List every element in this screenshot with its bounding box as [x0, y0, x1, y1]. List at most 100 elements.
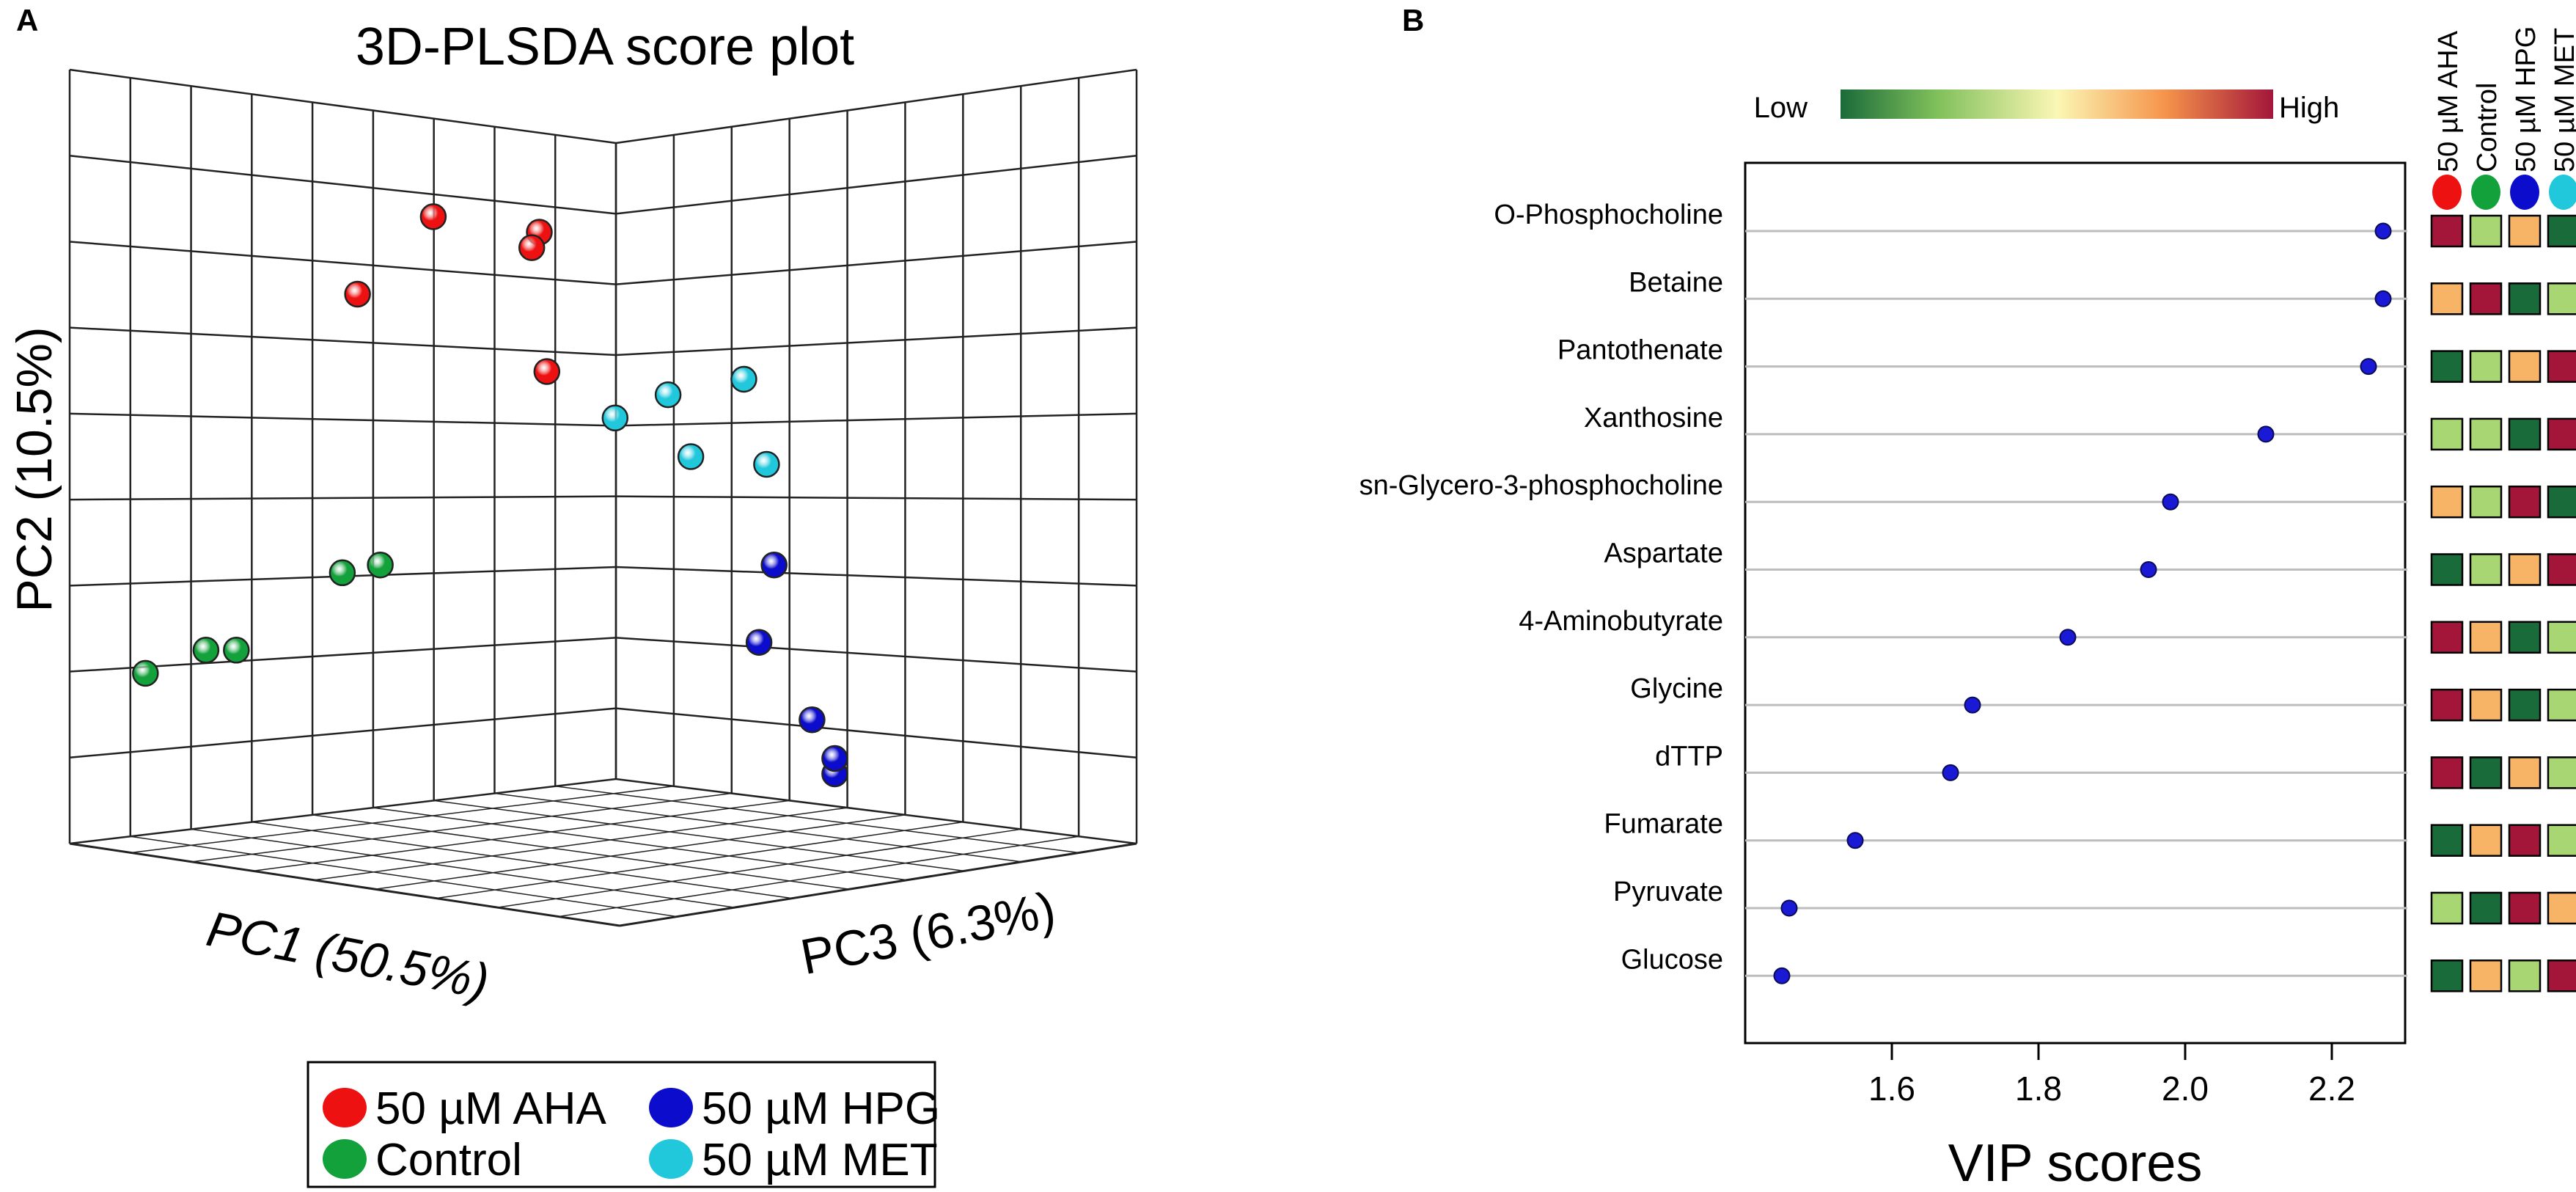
colorscale-bar [1841, 89, 2273, 119]
legend-label: 50 µM AHA [375, 1083, 606, 1134]
vip-point [1964, 696, 1981, 714]
score-point-control [192, 637, 220, 664]
grid-line-left-h [69, 68, 617, 145]
vip-metabolite-label: Xanthosine [1584, 403, 1723, 434]
heatmap-column-swatch [2510, 175, 2539, 210]
score-point-50-m-aha [518, 234, 546, 261]
heatmap-cell [2508, 417, 2542, 451]
vip-metabolite-label: Glycine [1630, 673, 1723, 704]
grid-line-floor [497, 828, 1021, 908]
heatmap-column-swatch [2471, 175, 2500, 210]
heatmap-cell [2508, 756, 2542, 789]
vip-metabolite-label: dTTP [1655, 741, 1723, 772]
grid-line-right-h [615, 68, 1137, 145]
heatmap-cell [2547, 959, 2576, 992]
vip-metabolite-label: Betaine [1629, 267, 1723, 298]
heatmap-cell [2430, 688, 2464, 722]
heatmap-cell [2547, 756, 2576, 789]
grid-line-floor [375, 814, 906, 890]
grid-line-right-h [615, 707, 1137, 759]
axis-label-pc1: PC1 (50.5%) [202, 901, 493, 1010]
grid-line-floor [494, 792, 1022, 863]
vip-point [2162, 493, 2179, 511]
heatmap-cell [2469, 959, 2503, 992]
vip-point [1942, 764, 1959, 781]
grid-line-floor [130, 836, 678, 918]
heatmap-cell [2430, 959, 2464, 992]
heatmap-cell [2430, 282, 2464, 315]
heatmap-cell [2469, 553, 2503, 586]
heatmap-cell [2469, 485, 2503, 519]
heatmap-cell [2508, 553, 2542, 586]
heatmap-cell [2547, 553, 2576, 586]
heatmap-cell [2430, 350, 2464, 383]
heatmap-cell [2547, 824, 2576, 857]
vip-x-tick-label: 2.0 [2162, 1069, 2209, 1108]
vip-x-axis: 1.6 1.8 2.0 2.2 [1868, 1043, 2355, 1108]
vip-plot-frame [1744, 161, 2407, 1045]
heatmap-cell [2430, 824, 2464, 857]
grid-line-floor [433, 800, 965, 872]
legend-label: 50 µM HPG [702, 1083, 940, 1134]
vip-point [1846, 832, 1864, 849]
panel-a: A 3D-PLSDA score plot PC1 (50.5%) PC3 (6… [7, 3, 1138, 1188]
heatmap [2430, 214, 2576, 992]
heatmap-cell [2430, 417, 2464, 451]
grid-line-floor [615, 778, 1137, 844]
heatmap-header: 50 µM AHA Control 50 µM HPG 50 µM MET [2432, 26, 2576, 210]
grid-line-floor [69, 778, 617, 844]
legend-swatch [323, 1139, 367, 1179]
score-point-control [223, 637, 250, 664]
legend-frame [307, 1061, 936, 1188]
score-point-50-m-aha [344, 280, 371, 308]
heatmap-cell [2508, 824, 2542, 857]
grid-line-floor [131, 786, 674, 854]
heatmap-cell [2508, 350, 2542, 383]
grid-line-floor [314, 807, 848, 881]
heatmap-cell [2469, 621, 2503, 654]
legend-swatch [649, 1088, 693, 1127]
vip-metabolite-label: Aspartate [1604, 538, 1723, 569]
heatmap-cell [2547, 350, 2576, 383]
floor-edge [69, 842, 620, 927]
vip-point [2360, 358, 2377, 376]
vip-metabolite-label: Fumarate [1604, 809, 1723, 840]
heatmap-cell [2469, 688, 2503, 722]
chart-title-a: 3D-PLSDA score plot [356, 18, 854, 76]
legend: 50 µM AHA 50 µM HPG Control 50 µM MET [307, 1061, 940, 1188]
score-point-50-m-aha [533, 358, 561, 385]
heatmap-column-label: Control [2472, 83, 2503, 173]
heatmap-cell [2547, 621, 2576, 654]
heatmap-cell [2508, 959, 2542, 992]
heatmap-cell [2469, 417, 2503, 451]
vip-x-label: VIP scores [1948, 1134, 2203, 1192]
score-point-control [132, 659, 159, 687]
grid-line-floor [191, 792, 732, 863]
vip-rows: O-Phosphocholine Betaine Pantothenate Xanth… [1359, 200, 2407, 984]
grid-line-left-h [69, 707, 617, 759]
legend-label: Control [375, 1135, 522, 1185]
vip-point [2257, 425, 2275, 443]
heatmap-cell [2508, 282, 2542, 315]
heatmap-cell [2508, 891, 2542, 925]
heatmap-cell [2508, 688, 2542, 722]
heatmap-cell [2469, 824, 2503, 857]
heatmap-cell [2508, 214, 2542, 248]
vip-point [2140, 561, 2157, 578]
grid-line-right-h [615, 154, 1137, 215]
heatmap-cell [2430, 214, 2464, 248]
score-point-50-m-hpg [745, 629, 773, 656]
vip-point [1780, 899, 1798, 917]
vip-point [2374, 290, 2392, 307]
grid-line-right-h [615, 241, 1137, 285]
score-point-50-m-met [601, 404, 629, 432]
grid-line-right-h [615, 326, 1137, 356]
vip-point [2374, 222, 2392, 240]
panel-b: B Low High O-Phosphocholine Betaine Pantot… [1359, 3, 2576, 1192]
score-point-50-m-met [753, 450, 780, 478]
vip-metabolite-label: O-Phosphocholine [1494, 200, 1723, 230]
legend-label: 50 µM MET [702, 1135, 938, 1185]
heatmap-cell [2430, 621, 2464, 654]
heatmap-column-swatch [2549, 175, 2576, 210]
